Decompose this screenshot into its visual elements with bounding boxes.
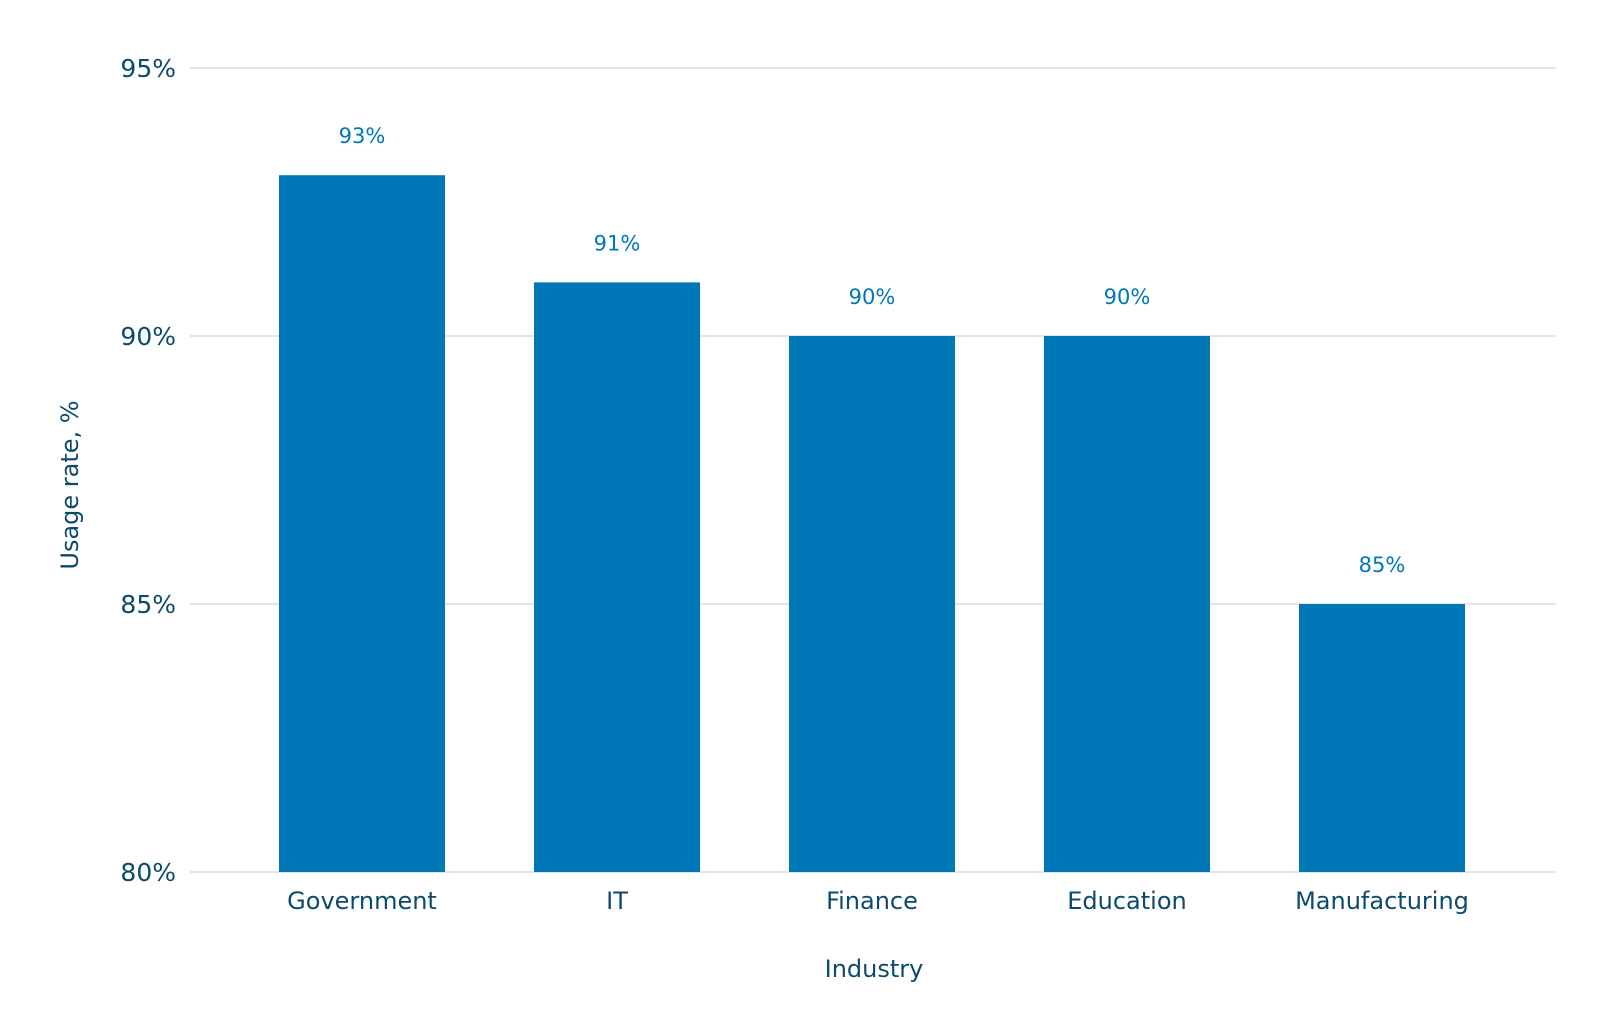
x-tick-label: Finance bbox=[826, 887, 918, 915]
x-axis-ticks: Government IT Finance Education Manufacturin… bbox=[287, 887, 1469, 915]
y-tick-label: 85% bbox=[120, 590, 176, 619]
data-label: 90% bbox=[1104, 285, 1151, 309]
data-label: 91% bbox=[594, 231, 641, 255]
bar bbox=[279, 175, 445, 872]
x-tick-label: IT bbox=[606, 887, 628, 915]
x-tick-label: Manufacturing bbox=[1295, 887, 1469, 915]
bar bbox=[534, 282, 700, 872]
x-axis-title: Industry bbox=[825, 955, 924, 983]
data-labels: 93% 91% 90% 90% 85% bbox=[339, 124, 1406, 577]
y-axis-title: Usage rate, % bbox=[56, 400, 84, 569]
bar bbox=[1044, 336, 1210, 872]
data-label: 90% bbox=[849, 285, 896, 309]
data-label: 93% bbox=[339, 124, 386, 148]
y-tick-label: 90% bbox=[120, 322, 176, 351]
bar bbox=[1299, 604, 1465, 872]
x-tick-label: Education bbox=[1067, 887, 1186, 915]
y-axis-ticks: 80% 85% 90% 95% bbox=[120, 54, 176, 887]
y-tick-label: 80% bbox=[120, 858, 176, 887]
bars bbox=[279, 175, 1465, 872]
y-tick-label: 95% bbox=[120, 54, 176, 83]
data-label: 85% bbox=[1359, 553, 1406, 577]
x-tick-label: Government bbox=[287, 887, 437, 915]
bar bbox=[789, 336, 955, 872]
